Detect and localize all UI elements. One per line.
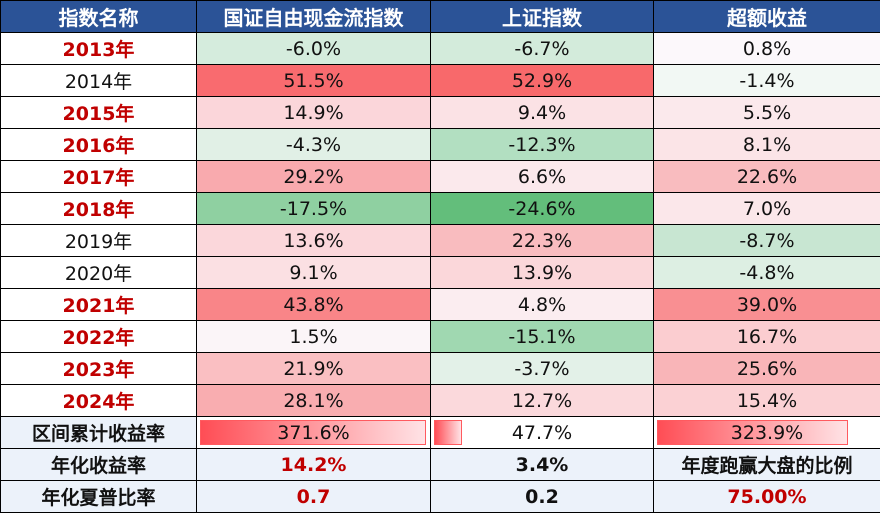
- sse-return-cell: 12.7%: [430, 384, 654, 417]
- fcf-return-cell: 14.9%: [196, 96, 431, 129]
- year-cell: 2022年: [0, 320, 197, 353]
- year-cell: 2019年: [0, 224, 197, 257]
- fcf-return-cell: 28.1%: [196, 384, 431, 417]
- sse-return-cell: 13.9%: [430, 256, 654, 289]
- cumulative-fcf: 371.6%: [196, 416, 431, 449]
- table-row: 2019年 13.6% 22.3% -8.7%: [0, 224, 880, 257]
- table-row: 2013年 -6.0% -6.7% 0.8%: [0, 32, 880, 65]
- year-cell: 2015年: [0, 96, 197, 129]
- fcf-return-cell: 21.9%: [196, 352, 431, 385]
- table-row: 2023年 21.9% -3.7% 25.6%: [0, 352, 880, 385]
- annual-return-sse: 3.4%: [430, 448, 654, 481]
- excess-return-cell: 22.6%: [653, 160, 880, 193]
- excess-return-cell: -8.7%: [653, 224, 880, 257]
- sse-return-cell: 22.3%: [430, 224, 654, 257]
- excess-return-cell: -1.4%: [653, 64, 880, 97]
- sse-return-cell: -12.3%: [430, 128, 654, 161]
- cumulative-sse: 47.7%: [430, 416, 654, 449]
- sharpe-sse: 0.2: [430, 480, 654, 513]
- cumulative-row: 区间累计收益率 371.6% 47.7% 323.9%: [0, 416, 880, 449]
- sharpe-fcf: 0.7: [196, 480, 431, 513]
- excess-return-cell: 5.5%: [653, 96, 880, 129]
- annual-return-fcf: 14.2%: [196, 448, 431, 481]
- sse-return-cell: 6.6%: [430, 160, 654, 193]
- table-row: 2024年 28.1% 12.7% 15.4%: [0, 384, 880, 417]
- data-bar: [657, 420, 848, 445]
- sse-return-cell: 52.9%: [430, 64, 654, 97]
- table-row: 2014年 51.5% 52.9% -1.4%: [0, 64, 880, 97]
- table-row: 2018年 -17.5% -24.6% 7.0%: [0, 192, 880, 225]
- excess-return-cell: -4.8%: [653, 256, 880, 289]
- excess-return-cell: 16.7%: [653, 320, 880, 353]
- header-row: 指数名称 国证自由现金流指数 上证指数 超额收益: [0, 0, 880, 33]
- excess-return-cell: 8.1%: [653, 128, 880, 161]
- year-cell: 2016年: [0, 128, 197, 161]
- fcf-return-cell: -17.5%: [196, 192, 431, 225]
- header-fcf-index: 国证自由现金流指数: [196, 0, 431, 33]
- header-excess-return: 超额收益: [653, 0, 880, 33]
- cumulative-label: 区间累计收益率: [0, 416, 197, 449]
- table-row: 2020年 9.1% 13.9% -4.8%: [0, 256, 880, 289]
- year-cell: 2024年: [0, 384, 197, 417]
- fcf-return-cell: 51.5%: [196, 64, 431, 97]
- annual-return-row: 年化收益率 14.2% 3.4% 年度跑赢大盘的比例: [0, 448, 880, 481]
- data-bar: [434, 420, 462, 445]
- data-bar: [200, 420, 426, 445]
- year-cell: 2014年: [0, 64, 197, 97]
- cumulative-excess: 323.9%: [653, 416, 880, 449]
- sharpe-label: 年化夏普比率: [0, 480, 197, 513]
- year-cell: 2018年: [0, 192, 197, 225]
- excess-return-cell: 39.0%: [653, 288, 880, 321]
- cumulative-fcf-value: 371.6%: [277, 421, 350, 444]
- annual-return-label: 年化收益率: [0, 448, 197, 481]
- excess-return-cell: 25.6%: [653, 352, 880, 385]
- year-cell: 2023年: [0, 352, 197, 385]
- win-ratio-value: 75.00%: [653, 480, 880, 513]
- sse-return-cell: 4.8%: [430, 288, 654, 321]
- sse-return-cell: -15.1%: [430, 320, 654, 353]
- header-index-name: 指数名称: [0, 0, 197, 33]
- sse-return-cell: -24.6%: [430, 192, 654, 225]
- excess-return-cell: 0.8%: [653, 32, 880, 65]
- header-sse-index: 上证指数: [430, 0, 654, 33]
- year-cell: 2020年: [0, 256, 197, 289]
- fcf-return-cell: -6.0%: [196, 32, 431, 65]
- win-ratio-label: 年度跑赢大盘的比例: [653, 448, 880, 481]
- fcf-return-cell: 29.2%: [196, 160, 431, 193]
- cumulative-sse-value: 47.7%: [511, 421, 573, 444]
- cumulative-excess-value: 323.9%: [730, 421, 804, 444]
- excess-return-cell: 15.4%: [653, 384, 880, 417]
- excess-return-cell: 7.0%: [653, 192, 880, 225]
- fcf-return-cell: 9.1%: [196, 256, 431, 289]
- fcf-return-cell: 43.8%: [196, 288, 431, 321]
- sharpe-row: 年化夏普比率 0.7 0.2 75.00%: [0, 480, 880, 513]
- fcf-return-cell: 1.5%: [196, 320, 431, 353]
- table-row: 2017年 29.2% 6.6% 22.6%: [0, 160, 880, 193]
- table-row: 2015年 14.9% 9.4% 5.5%: [0, 96, 880, 129]
- year-cell: 2021年: [0, 288, 197, 321]
- year-cell: 2017年: [0, 160, 197, 193]
- year-cell: 2013年: [0, 32, 197, 65]
- table-row: 2016年 -4.3% -12.3% 8.1%: [0, 128, 880, 161]
- table-row: 2021年 43.8% 4.8% 39.0%: [0, 288, 880, 321]
- fcf-return-cell: 13.6%: [196, 224, 431, 257]
- table-row: 2022年 1.5% -15.1% 16.7%: [0, 320, 880, 353]
- sse-return-cell: -6.7%: [430, 32, 654, 65]
- sse-return-cell: 9.4%: [430, 96, 654, 129]
- fcf-return-cell: -4.3%: [196, 128, 431, 161]
- sse-return-cell: -3.7%: [430, 352, 654, 385]
